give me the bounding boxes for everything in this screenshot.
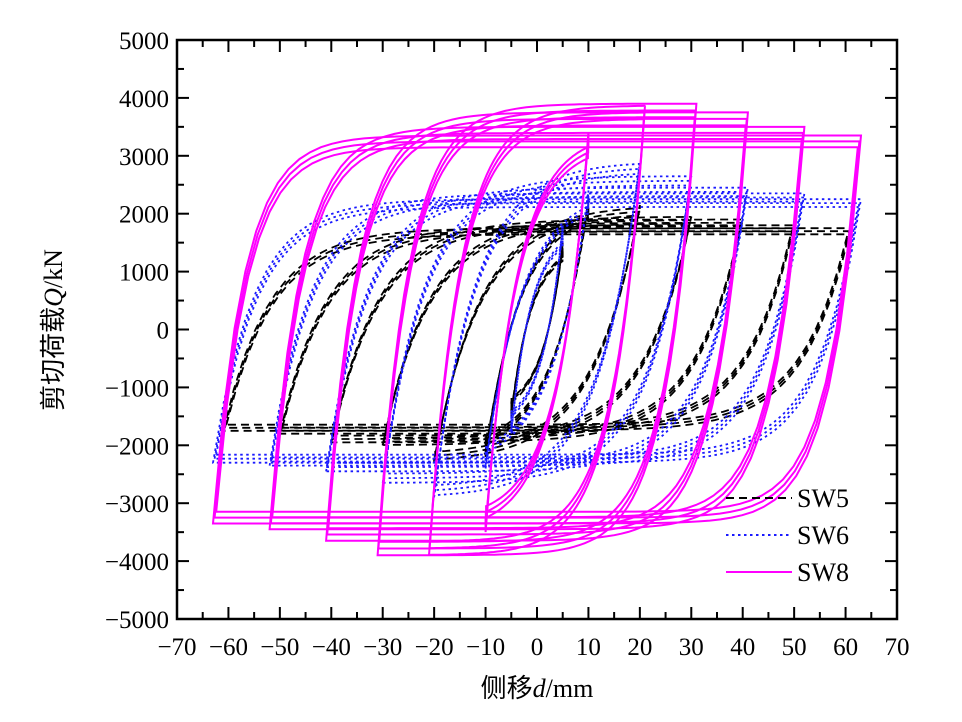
y-tick-label: 0 xyxy=(157,318,170,345)
hysteresis-loop xyxy=(268,125,806,531)
hysteresis-loop xyxy=(383,222,691,439)
y-tick-label: 4000 xyxy=(119,86,169,113)
y-tick-label: 1000 xyxy=(119,260,169,287)
hysteresis-loop xyxy=(484,199,590,458)
x-tick-label: −10 xyxy=(466,634,505,661)
hysteresis-loop xyxy=(484,190,590,469)
x-tick-label: 50 xyxy=(782,634,807,661)
hysteresis-loop xyxy=(215,206,859,456)
hysteresis-loop xyxy=(225,233,849,426)
x-tick-label: −40 xyxy=(312,634,351,661)
hysteresis-loop xyxy=(434,171,640,488)
hysteresis-loop xyxy=(484,194,590,465)
hysteresis-loop xyxy=(268,192,806,467)
hysteresis-loop xyxy=(382,179,692,480)
hysteresis-loop xyxy=(271,200,803,459)
legend-label: SW8 xyxy=(797,558,849,587)
hysteresis-loop xyxy=(433,208,641,459)
hysteresis-loop xyxy=(485,198,589,461)
y-tick-label: −3000 xyxy=(105,491,169,518)
hysteresis-loop xyxy=(269,196,805,463)
hysteresis-loop xyxy=(325,111,749,542)
hysteresis-loop xyxy=(215,146,859,513)
x-tick-label: 20 xyxy=(627,634,652,661)
hysteresis-loop xyxy=(377,109,697,550)
y-tick-label: −5000 xyxy=(105,607,169,634)
legend: SW5 SW6 SW8 xyxy=(726,484,849,587)
x-tick-label: 0 xyxy=(531,634,544,661)
loops-layer xyxy=(211,102,863,557)
x-axis-title: 侧移d/mm xyxy=(481,674,594,703)
hysteresis-loop xyxy=(332,225,742,437)
hysteresis-loop xyxy=(211,134,863,525)
x-tick-label: 70 xyxy=(885,634,910,661)
y-tick-label: −2000 xyxy=(105,433,169,460)
y-axis-title: 剪切荷载Q/kN xyxy=(39,249,68,411)
hysteresis-loop xyxy=(213,202,861,460)
hysteresis-loop xyxy=(326,191,748,468)
x-tick-label: 60 xyxy=(833,634,858,661)
legend-label: SW6 xyxy=(797,521,849,550)
hysteresis-loop xyxy=(485,206,589,450)
x-tick-label: −70 xyxy=(157,634,196,661)
y-tick-label: −1000 xyxy=(105,375,169,402)
y-tick-label: 5000 xyxy=(119,28,169,55)
hysteresis-loop xyxy=(213,140,861,519)
x-tick-label: 10 xyxy=(576,634,601,661)
legend-label: SW5 xyxy=(797,484,849,513)
hysteresis-loop xyxy=(433,204,641,463)
x-tick-label: −20 xyxy=(415,634,454,661)
hysteresis-loop xyxy=(510,225,564,434)
y-tick-label: 2000 xyxy=(119,202,169,229)
hysteresis-loop xyxy=(327,195,747,464)
hysteresis-loop xyxy=(331,221,743,440)
x-tick-label: 30 xyxy=(679,634,704,661)
x-tick-label: −30 xyxy=(363,634,402,661)
hysteresis-loop xyxy=(326,117,748,536)
hysteresis-loop xyxy=(211,198,863,464)
x-tick-label: −50 xyxy=(260,634,299,661)
series-sw5 xyxy=(222,199,852,463)
series-sw8 xyxy=(211,102,863,557)
x-tick-label: −60 xyxy=(209,634,248,661)
y-tick-label: −4000 xyxy=(105,549,169,576)
y-tick-label: 3000 xyxy=(119,144,169,171)
hysteresis-loop xyxy=(485,144,589,521)
hysteresis-loop xyxy=(376,102,698,557)
ticks-layer: −70 −60 −50 −40 −30 −20 −10 0 10 20 30 40 50 60 70 5000… xyxy=(105,28,910,661)
hysteresis-loop xyxy=(327,124,747,530)
x-tick-label: 40 xyxy=(730,634,755,661)
hysteresis-loop xyxy=(381,216,693,446)
